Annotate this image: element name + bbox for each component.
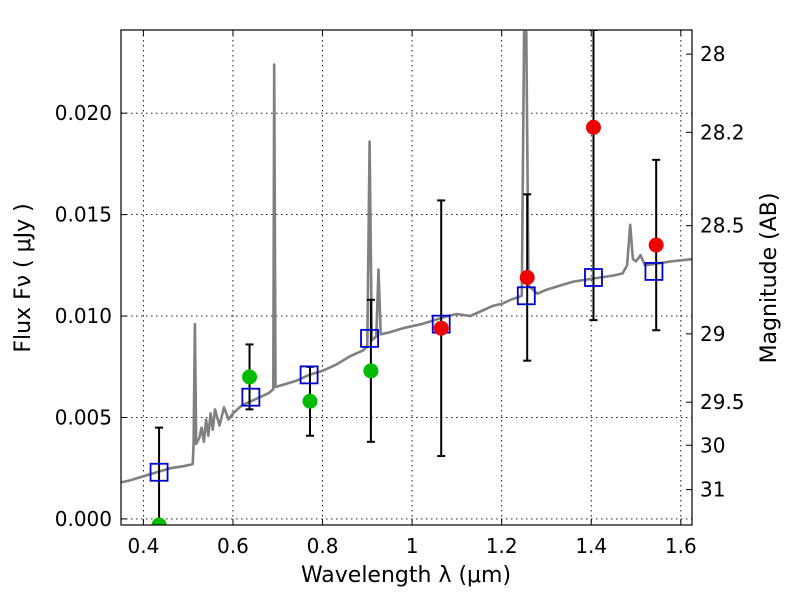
y-tick-label: 0.015	[55, 203, 112, 227]
y2-tick-label: 30	[700, 433, 725, 457]
model-photometry-square	[241, 387, 261, 407]
model-photometry-square	[299, 365, 319, 385]
y-axis-title: Flux Fν ( μJy )	[11, 203, 36, 352]
model-photometry-square	[516, 286, 536, 306]
model-sed-line	[121, 30, 692, 484]
y2-tick-label: 28	[700, 42, 725, 66]
observed-point-green	[242, 369, 258, 385]
x-tick-label: 0.4	[127, 534, 159, 558]
x-tick-label: 1.2	[486, 534, 518, 558]
observed-point-red	[433, 320, 449, 336]
observed-point-green	[363, 363, 379, 379]
plot-frame	[120, 29, 693, 526]
y2-tick-label: 28.2	[700, 120, 745, 144]
x-tick-label: 0.8	[307, 534, 339, 558]
plot-area	[121, 30, 692, 525]
y2-axis-title: Magnitude (AB)	[757, 193, 782, 364]
model-photometry-square	[360, 328, 379, 348]
x-tick-label: 0.6	[217, 534, 249, 558]
observed-point-red	[648, 237, 664, 253]
x-tick-label: 1.6	[665, 534, 697, 558]
y-tick-label: 0.005	[55, 405, 112, 429]
x-tick-label: 1	[406, 534, 419, 558]
y-tick-label: 0.020	[55, 101, 112, 125]
y-tick-label: 0.000	[55, 507, 112, 531]
model-photometry-square	[149, 462, 169, 482]
observed-point-red	[519, 270, 535, 285]
x-axis-title: Wavelength λ (μm)	[301, 563, 511, 588]
y-tick-label: 0.010	[55, 304, 112, 328]
y2-tick-label: 28.5	[700, 214, 745, 238]
model-photometry-square	[584, 268, 603, 287]
observed-point-green	[151, 517, 167, 525]
y2-tick-label: 29.5	[700, 390, 745, 414]
model-photometry-square	[644, 262, 664, 281]
x-tick-label: 1.4	[575, 534, 607, 558]
observed-point-green	[302, 393, 318, 409]
y2-tick-label: 31	[700, 478, 725, 502]
y2-tick-label: 29	[700, 322, 725, 346]
axis-ticks	[121, 30, 692, 525]
observed-point-red	[585, 119, 601, 135]
tick-labels: 0.4 0.6 0.8 1 1.2 1.4 1.6 0.000 0.005 0.010 0.015 0…	[55, 42, 745, 558]
